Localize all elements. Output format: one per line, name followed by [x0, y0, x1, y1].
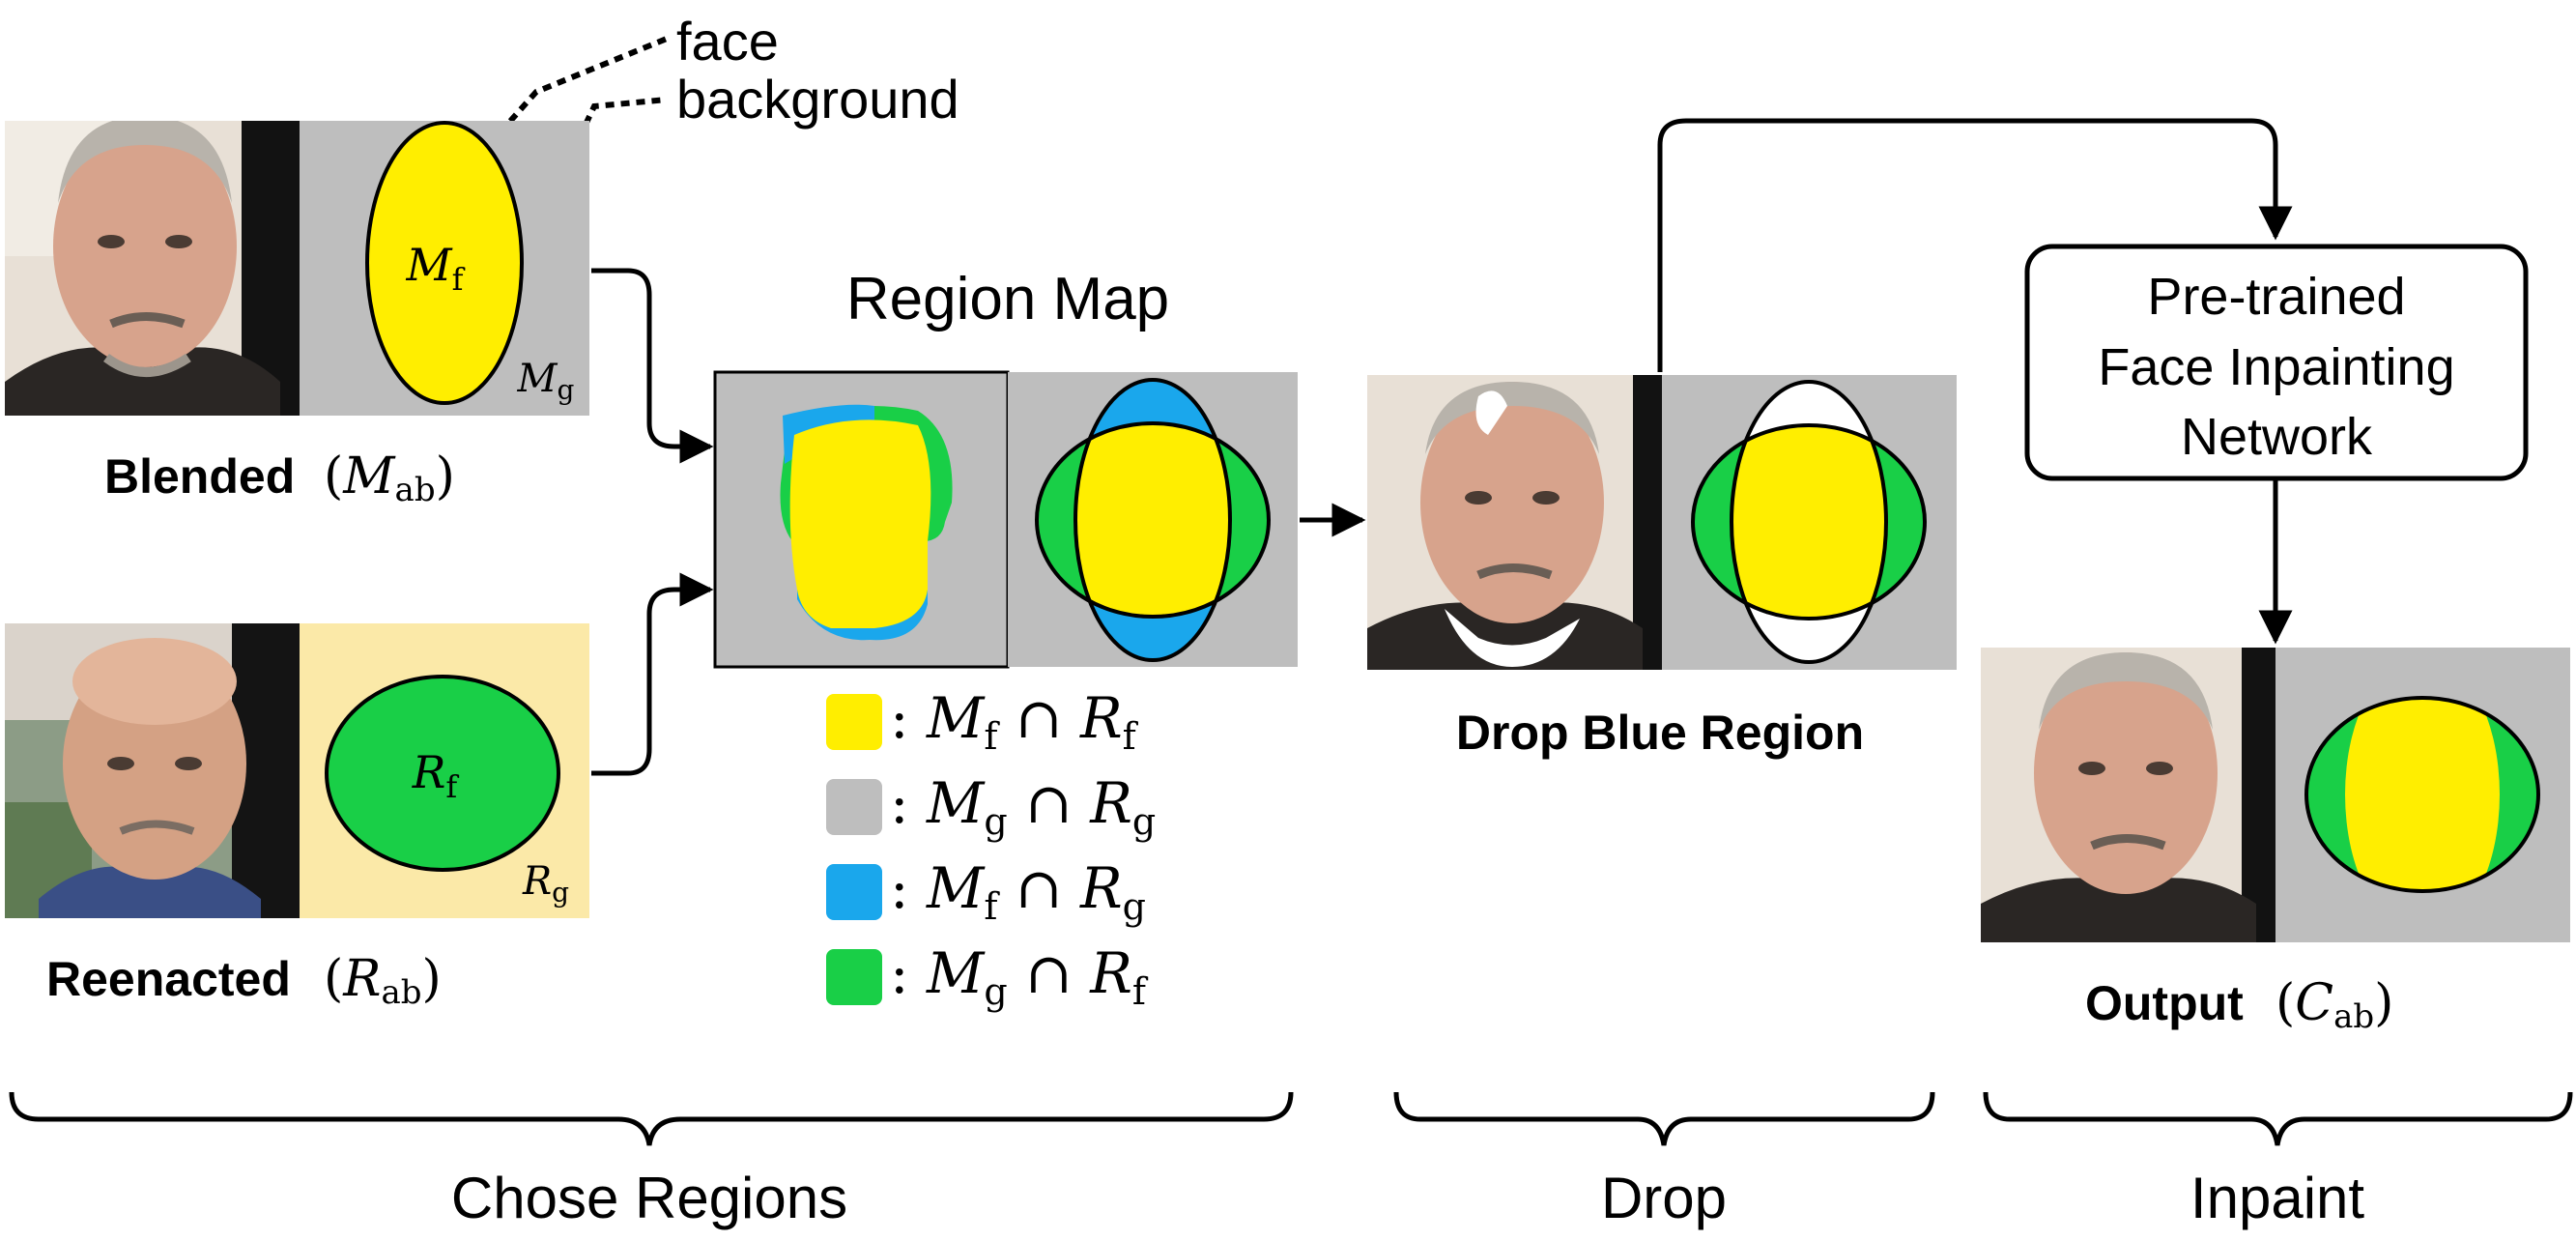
drop-schematic [1662, 375, 1957, 670]
output-schematic [2275, 648, 2570, 942]
output-face-photo [1981, 648, 2275, 942]
stage-brace-drop: Drop [1393, 1091, 1935, 1230]
legend-expression: : Mf ∩ Rg [890, 855, 1146, 928]
inpainting-network-box: Pre-trained Face Inpainting Network [2024, 244, 2529, 481]
drop-label: Drop Blue Region [1456, 706, 1864, 760]
legend-swatch [826, 694, 882, 750]
reenacted-face-photo [5, 623, 300, 918]
output-label: Output [2085, 976, 2244, 1030]
blended-bg-symbol: Mg [517, 357, 575, 406]
reenacted-caption: Reenacted (Rab) [46, 950, 442, 1012]
stage-label-inpaint: Inpaint [2190, 1166, 2364, 1230]
legend-swatch [826, 779, 882, 835]
blended-face-photo [5, 121, 300, 416]
stage-label-drop: Drop [1601, 1166, 1727, 1230]
reenacted-symbol: (Rab) [324, 950, 442, 1012]
face-annotation-label: face [676, 11, 779, 72]
blended-label: Blended [104, 449, 295, 504]
region-map-title: Region Map [846, 266, 1169, 332]
reenacted-mask: Rf Rg [300, 623, 589, 918]
blended-face-symbol: Mf [406, 239, 466, 298]
reenacted-face-region [325, 675, 560, 872]
legend-expression: : Mg ∩ Rf [890, 940, 1149, 1013]
legend-expression: : Mg ∩ Rg [890, 770, 1156, 843]
blended-mask: Mf Mg [300, 121, 589, 416]
region-map-real-yellow [789, 419, 931, 628]
stage-brace-inpaint: Inpaint [1983, 1091, 2573, 1230]
blended-symbol: (Mab) [324, 447, 455, 509]
arrow-blended-to-regionmap [591, 268, 714, 464]
legend-swatch [826, 864, 882, 920]
output-caption: Output (Cab) [2085, 974, 2393, 1036]
blended-face-region [365, 121, 524, 405]
legend-row: : Mf ∩ Rg [826, 855, 1146, 928]
region-map-real [713, 370, 1010, 669]
region-map-schematic [1008, 372, 1298, 667]
reenacted-label: Reenacted [46, 952, 291, 1006]
legend-row: : Mf ∩ Rf [826, 685, 1139, 758]
region-legend: : Mf ∩ Rf : Mg ∩ Rg : Mf ∩ Rg : Mg ∩ Rf [826, 685, 1156, 1013]
legend-row: : Mg ∩ Rf [826, 940, 1149, 1013]
drop-face-photo [1367, 375, 1662, 670]
legend-expression: : Mf ∩ Rf [890, 685, 1139, 758]
legend-swatch [826, 949, 882, 1005]
background-annotation: background [543, 69, 959, 210]
reenacted-face-symbol: Rf [412, 746, 460, 805]
legend-row: : Mg ∩ Rg [826, 770, 1156, 843]
network-line2: Face Inpainting [2098, 338, 2454, 396]
arrow-reenacted-to-regionmap [591, 572, 714, 776]
background-annotation-label: background [676, 69, 959, 130]
stage-label-chose-regions: Chose Regions [451, 1166, 847, 1230]
stage-brace-chose-regions: Chose Regions [9, 1091, 1294, 1230]
output-symbol: (Cab) [2275, 974, 2393, 1036]
reenacted-bg-symbol: Rg [522, 859, 569, 909]
network-line1: Pre-trained [2147, 268, 2405, 326]
network-line3: Network [2181, 408, 2373, 466]
arrow-drop-to-network [1657, 118, 2293, 372]
blended-caption: Blended (Mab) [104, 447, 455, 509]
